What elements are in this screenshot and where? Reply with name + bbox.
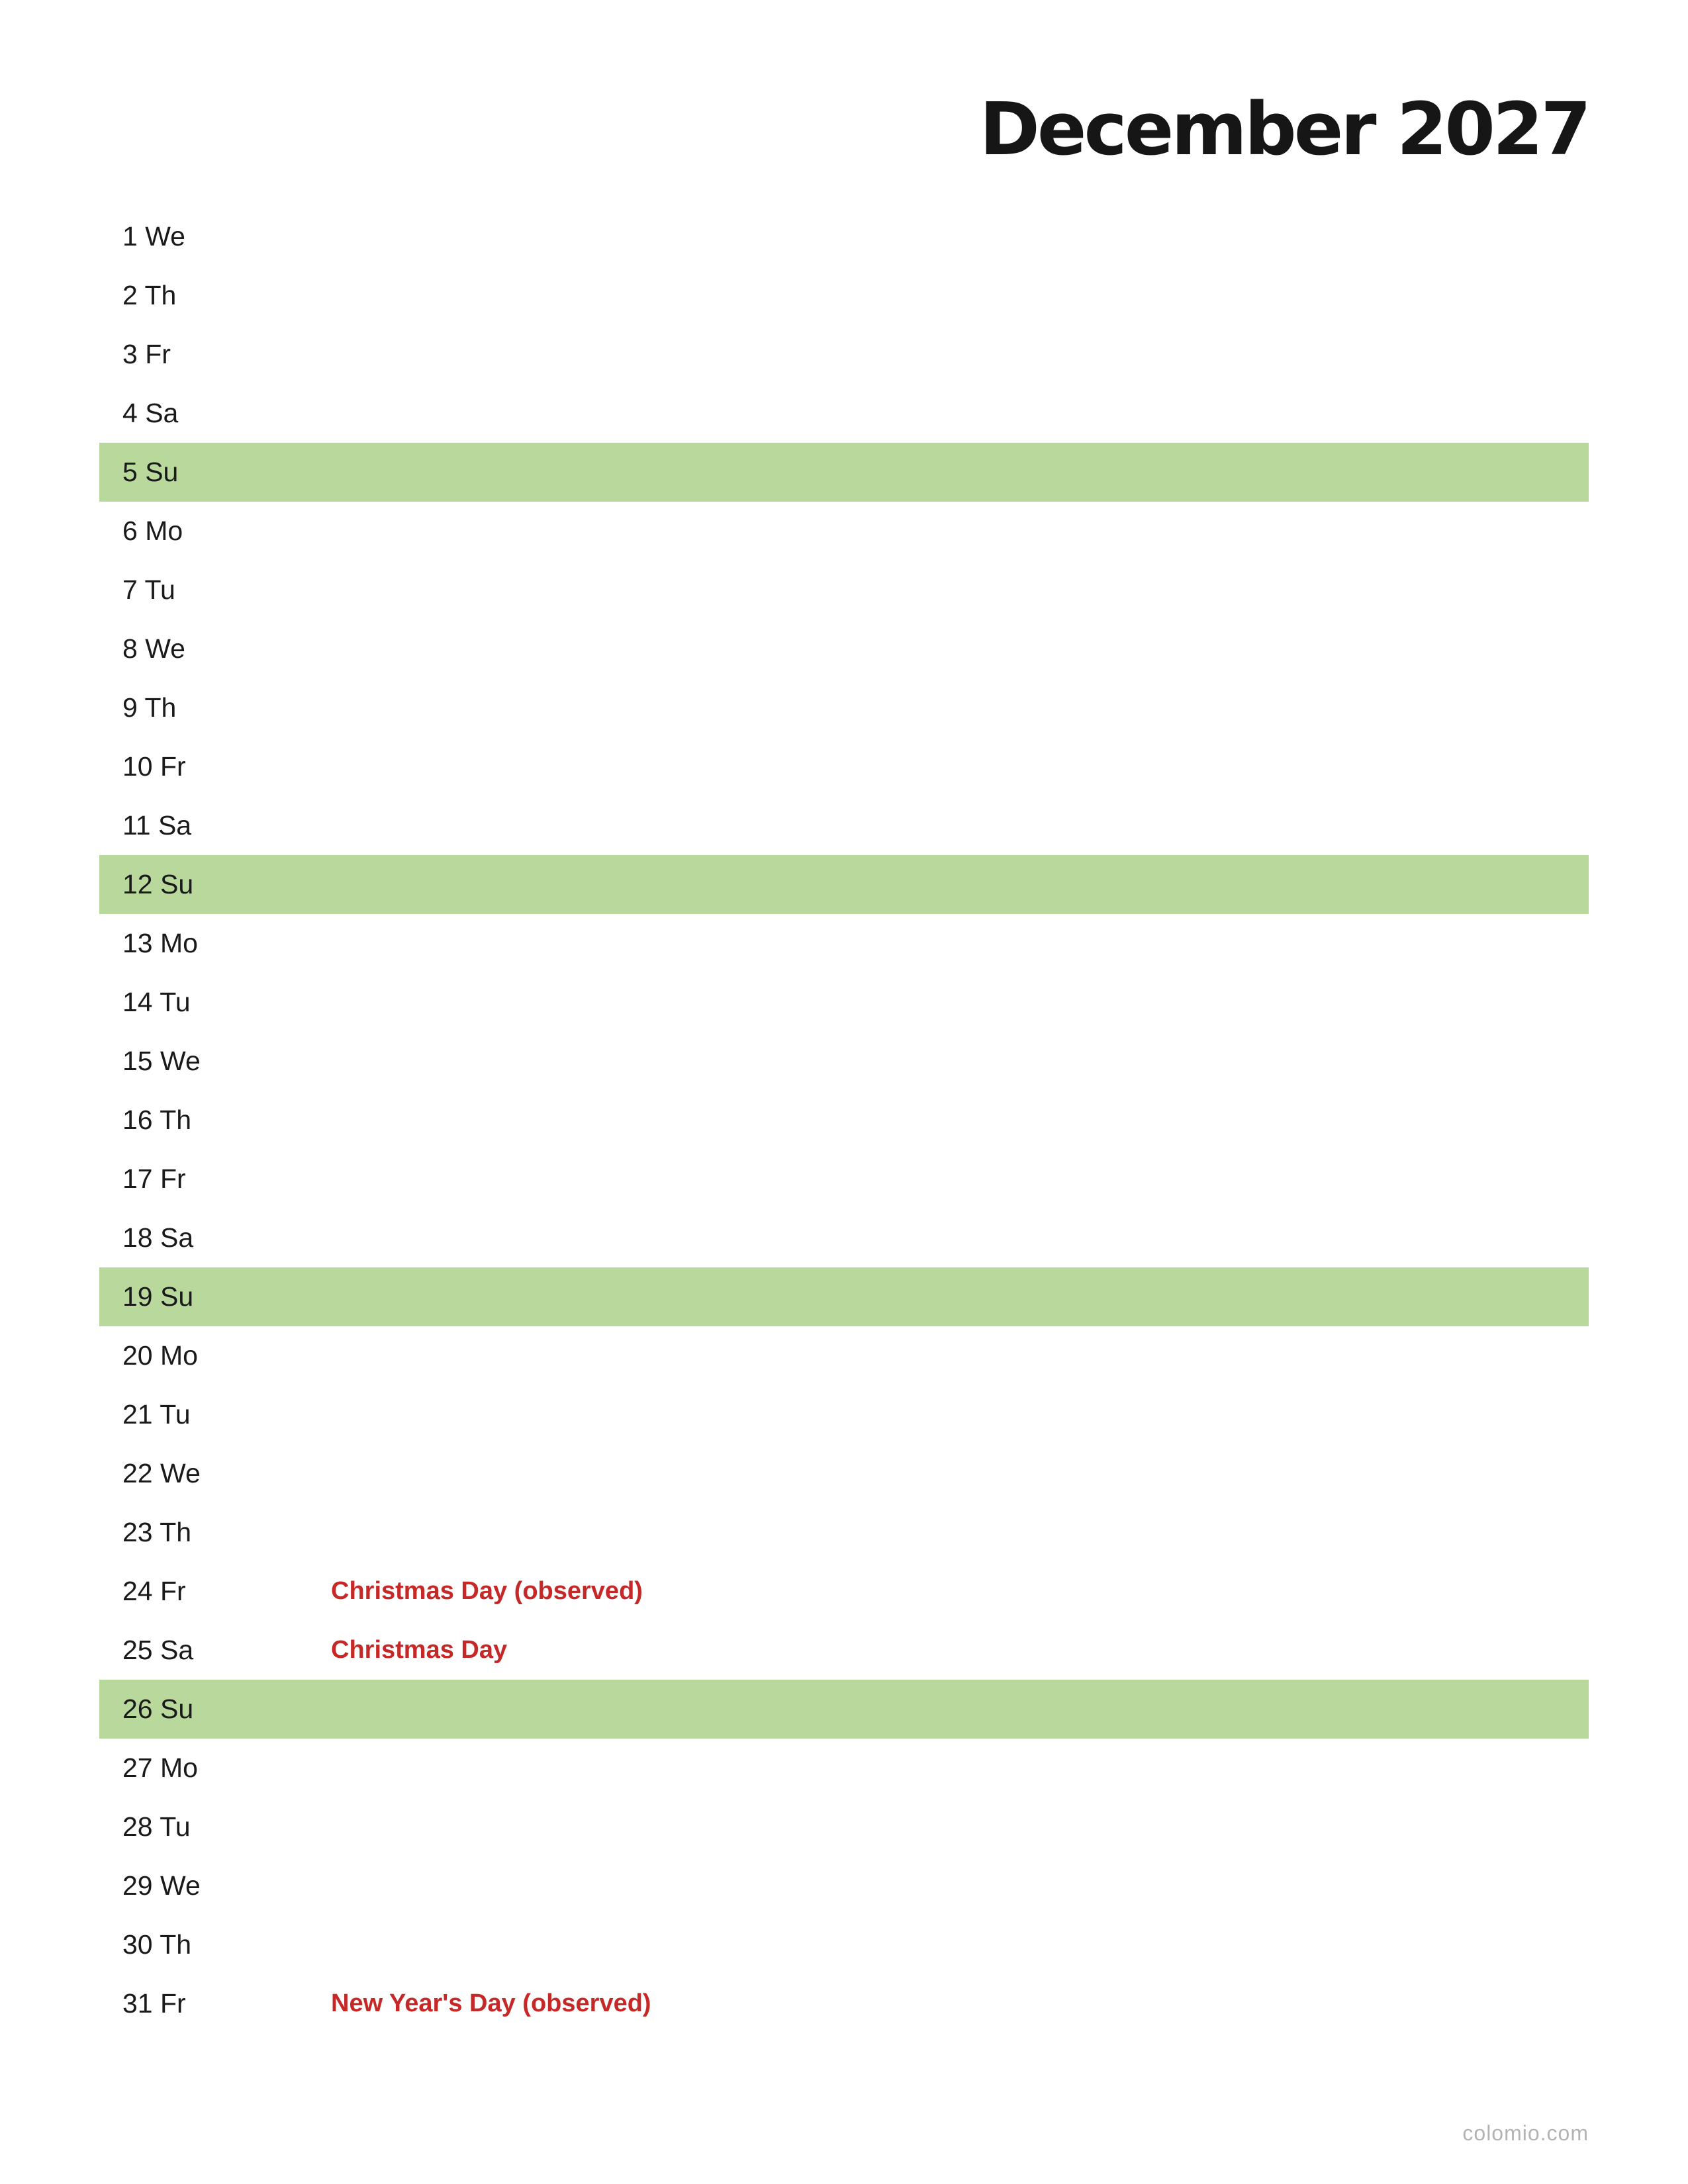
day-row: 20 Mo <box>99 1326 1589 1385</box>
day-row: 11 Sa <box>99 796 1589 855</box>
day-label: 29 We <box>122 1870 201 1901</box>
day-label: 28 Tu <box>122 1811 191 1842</box>
day-row: 2 Th <box>99 266 1589 325</box>
footer-credit: colomio.com <box>1462 2121 1589 2145</box>
day-row-sunday: 5 Su <box>99 443 1589 502</box>
day-row: 21 Tu <box>99 1385 1589 1444</box>
day-row: 16 Th <box>99 1091 1589 1150</box>
day-label: 20 Mo <box>122 1340 198 1371</box>
day-label: 24 Fr <box>122 1576 186 1606</box>
day-row: 23 Th <box>99 1503 1589 1562</box>
day-label: 7 Tu <box>122 574 175 605</box>
day-row: 4 Sa <box>99 384 1589 443</box>
day-label: 12 Su <box>122 869 194 899</box>
day-label: 3 Fr <box>122 339 171 369</box>
day-row: 24 Fr Christmas Day (observed) <box>99 1562 1589 1621</box>
day-label: 31 Fr <box>122 1988 186 2019</box>
day-row-sunday: 26 Su <box>99 1680 1589 1739</box>
day-label: 27 Mo <box>122 1752 198 1783</box>
day-row: 30 Th <box>99 1915 1589 1974</box>
day-row: 18 Sa <box>99 1208 1589 1267</box>
day-row: 25 Sa Christmas Day <box>99 1621 1589 1680</box>
day-row: 1 We <box>99 207 1589 266</box>
day-label: 26 Su <box>122 1694 194 1724</box>
holiday-label: New Year's Day (observed) <box>331 1989 651 2017</box>
day-list: 1 We 2 Th 3 Fr 4 Sa 5 Su 6 Mo 7 Tu 8 We 9 Th 10 F… <box>99 207 1589 2033</box>
day-label: 15 We <box>122 1046 201 1076</box>
day-row: 14 Tu <box>99 973 1589 1032</box>
day-row: 15 We <box>99 1032 1589 1091</box>
day-row: 27 Mo <box>99 1739 1589 1797</box>
day-row-sunday: 12 Su <box>99 855 1589 914</box>
day-label: 30 Th <box>122 1929 192 1960</box>
day-row: 10 Fr <box>99 737 1589 796</box>
day-label: 11 Sa <box>122 810 192 841</box>
day-row: 6 Mo <box>99 502 1589 561</box>
day-row: 9 Th <box>99 678 1589 737</box>
day-row: 22 We <box>99 1444 1589 1503</box>
day-row: 8 We <box>99 619 1589 678</box>
day-label: 18 Sa <box>122 1222 194 1253</box>
day-row-sunday: 19 Su <box>99 1267 1589 1326</box>
day-label: 6 Mo <box>122 516 183 546</box>
day-row: 7 Tu <box>99 561 1589 619</box>
day-label: 2 Th <box>122 280 177 310</box>
day-label: 17 Fr <box>122 1163 186 1194</box>
day-label: 5 Su <box>122 457 179 487</box>
day-row: 13 Mo <box>99 914 1589 973</box>
day-label: 9 Th <box>122 692 177 723</box>
day-label: 25 Sa <box>122 1635 194 1665</box>
day-row: 17 Fr <box>99 1150 1589 1208</box>
day-row: 28 Tu <box>99 1797 1589 1856</box>
page-title: December 2027 <box>979 87 1591 171</box>
day-label: 19 Su <box>122 1281 194 1312</box>
day-label: 16 Th <box>122 1105 192 1135</box>
holiday-label: Christmas Day <box>331 1636 508 1664</box>
day-row: 29 We <box>99 1856 1589 1915</box>
day-row: 31 Fr New Year's Day (observed) <box>99 1974 1589 2033</box>
day-label: 10 Fr <box>122 751 186 782</box>
day-label: 4 Sa <box>122 398 179 428</box>
day-label: 14 Tu <box>122 987 191 1017</box>
day-label: 21 Tu <box>122 1399 191 1430</box>
day-label: 8 We <box>122 633 185 664</box>
day-label: 1 We <box>122 221 185 251</box>
day-label: 22 We <box>122 1458 201 1488</box>
day-label: 13 Mo <box>122 928 198 958</box>
day-row: 3 Fr <box>99 325 1589 384</box>
holiday-label: Christmas Day (observed) <box>331 1577 643 1605</box>
day-label: 23 Th <box>122 1517 192 1547</box>
